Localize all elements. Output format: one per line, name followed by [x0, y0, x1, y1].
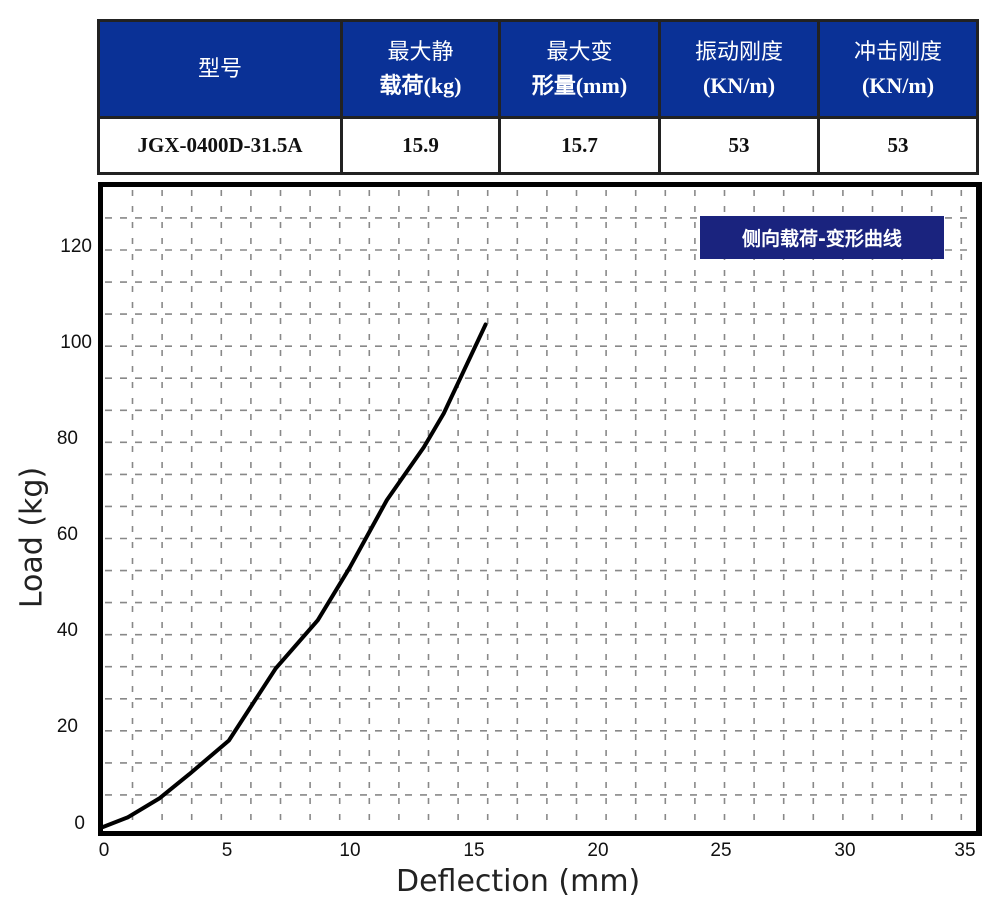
cell-model: JGX-0400D-31.5A [97, 116, 343, 175]
header-label: 最大变 [546, 39, 613, 65]
cell-max-static-load: 15.9 [340, 116, 501, 175]
header-max-static-load: 最大静载荷(kg) [340, 18, 501, 120]
chart-plot-area [98, 182, 982, 836]
x-axis-label: Deflection (mm) [396, 864, 641, 899]
y-tick-label: 20 [56, 716, 78, 737]
header-label: 振动刚度 [694, 39, 783, 65]
cell-shock-stiffness: 53 [817, 116, 979, 175]
y-tick-label: 0 [74, 813, 85, 834]
load-deflection-curve [101, 322, 488, 829]
header-max-deflection: 最大变形量(mm) [498, 18, 661, 120]
x-tick-label: 5 [221, 840, 233, 861]
x-tick-label: 25 [710, 840, 732, 861]
header-label: (KN/m) [861, 73, 935, 99]
spec-header-row: 型号 最大静载荷(kg) 最大变形量(mm) 振动刚度 (KN/m) 冲击刚度 (K… [97, 18, 979, 120]
header-label: 最大静 [387, 39, 454, 65]
chart-title-badge: 侧向载荷-变形曲线 [700, 216, 944, 259]
x-tick-label: 35 [954, 840, 976, 861]
x-tick-label: 10 [339, 840, 361, 861]
x-tick-label: 20 [587, 840, 609, 861]
y-tick-label: 100 [60, 332, 92, 353]
y-tick-label: 80 [56, 428, 78, 449]
cell-vibration-stiffness: 53 [658, 116, 820, 175]
spec-table: 型号 最大静载荷(kg) 最大变形量(mm) 振动刚度 (KN/m) 冲击刚度 (K… [97, 18, 979, 175]
x-tick-label: 0 [98, 840, 110, 861]
header-model: 型号 [97, 18, 343, 120]
header-vibration-stiffness: 振动刚度 (KN/m) [658, 18, 820, 120]
header-label: 形量(mm) [531, 73, 628, 99]
header-label: 冲击刚度 [853, 39, 942, 65]
x-tick-label: 15 [463, 840, 485, 861]
header-label: 型号 [197, 56, 242, 82]
chart-gridlines [105, 190, 967, 825]
header-label: (KN/m) [702, 73, 776, 99]
header-shock-stiffness: 冲击刚度 (KN/m) [817, 18, 979, 120]
y-tick-label: 60 [56, 524, 78, 545]
header-label: 载荷(kg) [379, 73, 462, 99]
y-tick-label: 40 [56, 620, 78, 641]
x-tick-label: 30 [834, 840, 856, 861]
cell-max-deflection: 15.7 [498, 116, 661, 175]
y-axis-label: Load (kg) [14, 466, 50, 609]
y-tick-label: 120 [60, 236, 92, 257]
spec-data-row: JGX-0400D-31.5A 15.9 15.7 53 53 [97, 116, 979, 175]
